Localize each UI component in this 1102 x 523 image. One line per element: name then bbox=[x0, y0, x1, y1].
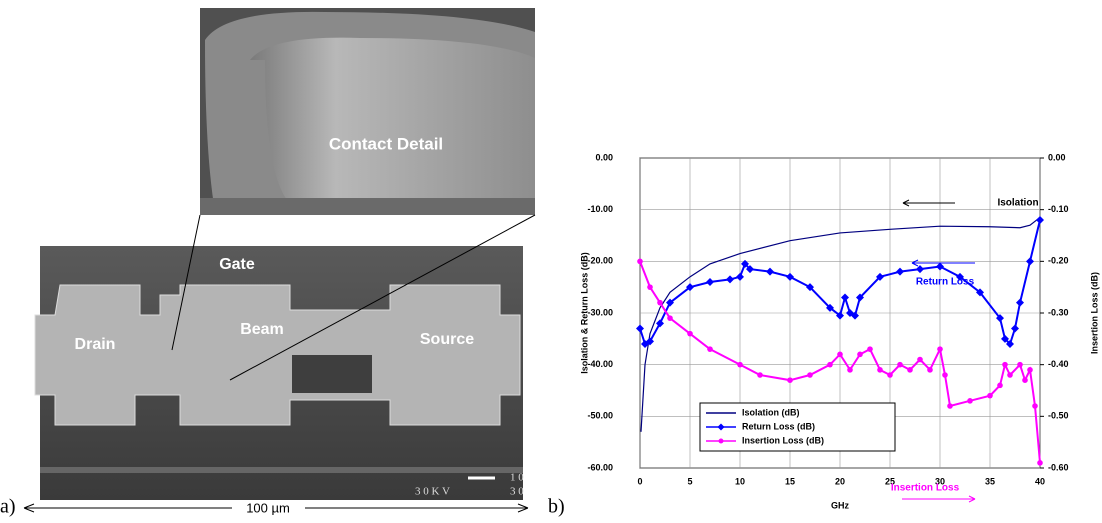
y-tick-label: -20.00 bbox=[587, 256, 613, 266]
annotation: Return Loss bbox=[916, 277, 975, 288]
marker bbox=[1037, 460, 1043, 466]
y-tick-label: -60.00 bbox=[587, 462, 613, 472]
legend-marker bbox=[719, 439, 724, 444]
inset-image bbox=[200, 8, 535, 215]
y2-axis-label: Insertion Loss (dB) bbox=[1089, 272, 1099, 354]
figure: Contact Detail Gate Drain Beam Source 1 … bbox=[0, 0, 1102, 523]
part-label: Drain bbox=[75, 336, 116, 353]
y2-tick-label: 0.00 bbox=[1048, 152, 1066, 162]
annotation-arrow bbox=[902, 496, 975, 502]
scale-number: 3 0 bbox=[510, 486, 524, 498]
sem-image bbox=[35, 246, 523, 500]
y-tick-label: -50.00 bbox=[587, 411, 613, 421]
marker bbox=[1022, 377, 1028, 383]
legend-label: Isolation (dB) bbox=[742, 407, 800, 417]
y2-tick-label: -0.60 bbox=[1048, 462, 1069, 472]
marker bbox=[907, 367, 913, 373]
marker bbox=[737, 362, 743, 368]
marker bbox=[942, 372, 948, 378]
part-label: Gate bbox=[219, 256, 255, 273]
y2-tick-label: -0.20 bbox=[1048, 256, 1069, 266]
y-tick-label: 0.00 bbox=[595, 152, 613, 162]
x-tick-label: 15 bbox=[785, 476, 795, 486]
x-tick-label: 35 bbox=[985, 476, 995, 486]
marker bbox=[877, 367, 883, 373]
y2-tick-label: -0.10 bbox=[1048, 204, 1069, 214]
marker bbox=[1032, 403, 1038, 409]
marker bbox=[1027, 367, 1033, 373]
marker bbox=[997, 383, 1003, 389]
marker bbox=[657, 300, 663, 306]
marker bbox=[857, 352, 863, 358]
y-tick-label: -10.00 bbox=[587, 204, 613, 214]
legend-label: Insertion Loss (dB) bbox=[742, 435, 824, 445]
x-tick-label: 5 bbox=[687, 476, 692, 486]
marker bbox=[1007, 372, 1013, 378]
legend-label: Return Loss (dB) bbox=[742, 421, 815, 431]
x-tick-label: 20 bbox=[835, 476, 845, 486]
marker bbox=[687, 331, 693, 337]
marker bbox=[707, 346, 713, 352]
marker bbox=[917, 357, 923, 363]
marker bbox=[757, 372, 763, 378]
annotation: Insertion Loss bbox=[891, 483, 960, 494]
marker bbox=[1002, 362, 1008, 368]
marker bbox=[807, 372, 813, 378]
x-tick-label: 40 bbox=[1035, 476, 1045, 486]
y2-tick-label: -0.30 bbox=[1048, 307, 1069, 317]
marker bbox=[827, 362, 833, 368]
panel-label: a) bbox=[0, 496, 16, 518]
marker bbox=[927, 367, 933, 373]
y2-tick-label: -0.50 bbox=[1048, 411, 1069, 421]
y2-tick-label: -0.40 bbox=[1048, 359, 1069, 369]
marker bbox=[887, 372, 893, 378]
marker bbox=[837, 352, 843, 358]
inset-label: Contact Detail bbox=[329, 134, 443, 153]
panel-label: b) bbox=[548, 496, 565, 518]
marker bbox=[647, 284, 653, 290]
marker bbox=[947, 403, 953, 409]
x-tick-label: 10 bbox=[735, 476, 745, 486]
marker bbox=[667, 315, 673, 321]
part-label: Beam bbox=[240, 321, 284, 338]
marker bbox=[1017, 362, 1023, 368]
marker bbox=[847, 367, 853, 373]
marker bbox=[987, 393, 993, 399]
y-tick-label: -40.00 bbox=[587, 359, 613, 369]
scale-bar-label: 1 0 bbox=[510, 472, 524, 484]
marker bbox=[937, 346, 943, 352]
y-tick-label: -30.00 bbox=[587, 307, 613, 317]
annotation: Isolation bbox=[997, 198, 1038, 209]
marker bbox=[897, 362, 903, 368]
part-label: Source bbox=[420, 331, 474, 348]
x-tick-label: 0 bbox=[637, 476, 642, 486]
x-axis-label: GHz bbox=[831, 500, 850, 510]
marker bbox=[867, 346, 873, 352]
marker bbox=[787, 377, 793, 383]
marker bbox=[967, 398, 973, 404]
marker bbox=[637, 259, 643, 265]
width-label: 100 µm bbox=[246, 500, 290, 515]
voltage-label: 3 0 K V bbox=[415, 486, 450, 498]
